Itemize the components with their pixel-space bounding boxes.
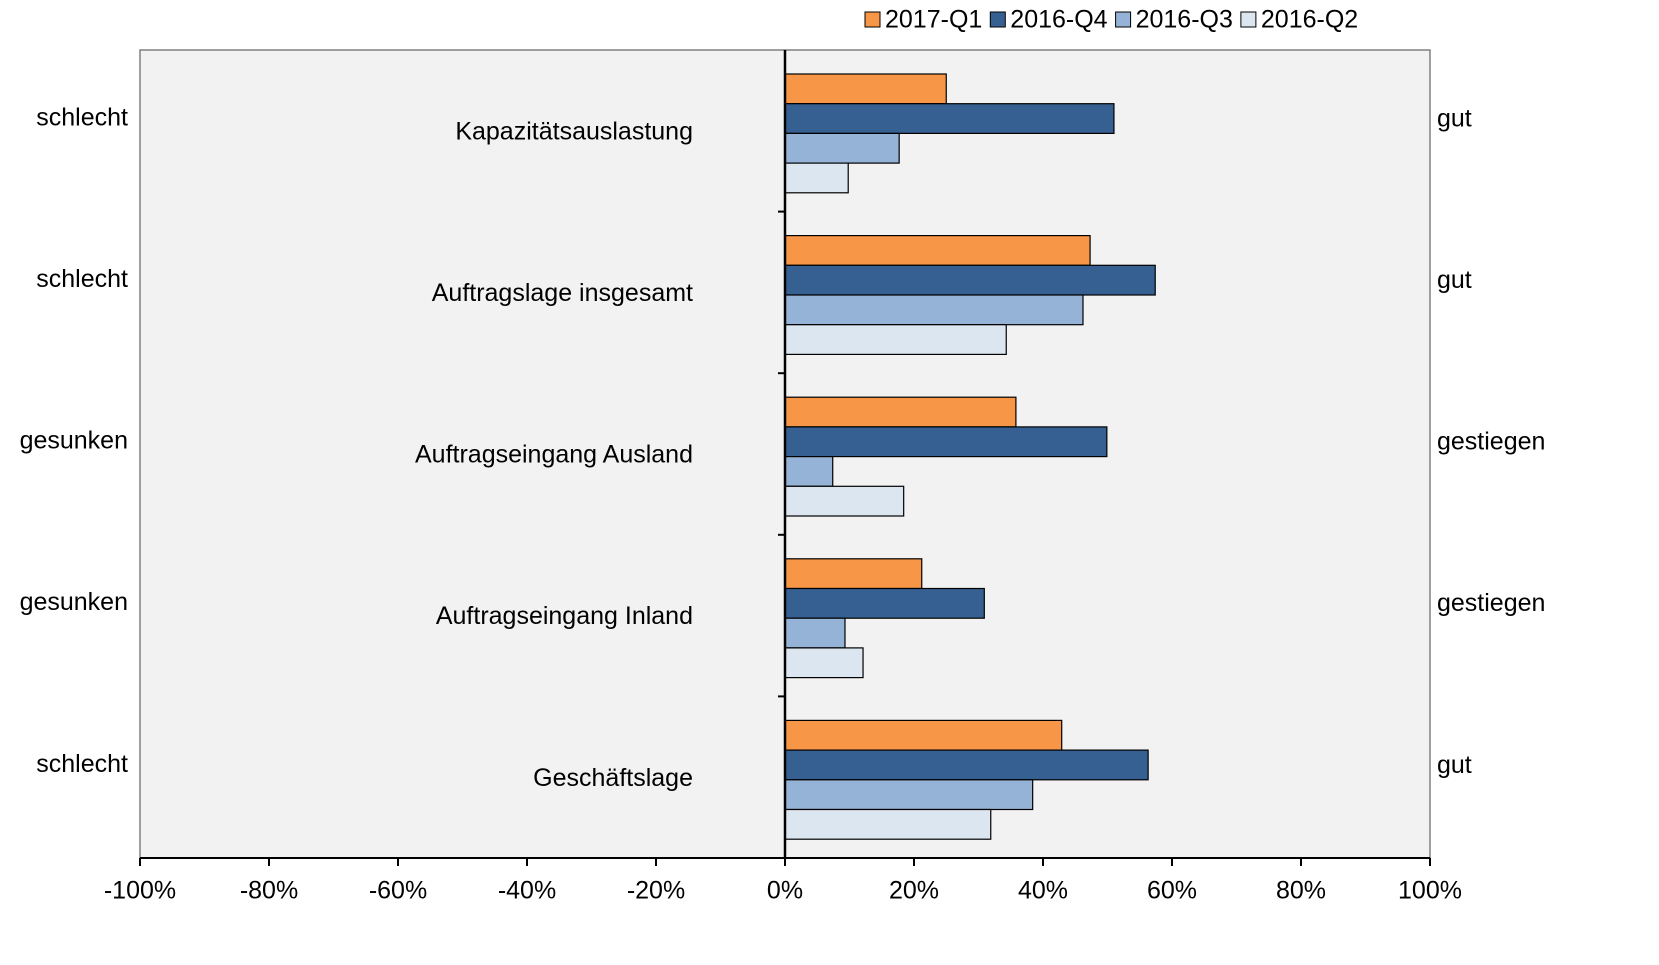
legend-label: 2016-Q2 [1261,6,1358,34]
bar [784,103,1115,134]
legend-label: 2016-Q3 [1136,6,1233,34]
left-label: schlecht [36,750,128,778]
right-label: gestiegen [1437,589,1545,617]
category-label: Auftragseingang Ausland [415,441,693,469]
bar [784,324,1007,356]
x-tick-label: 20% [889,877,939,905]
bar [784,749,1149,781]
bar [784,587,985,619]
legend-swatch [1240,11,1257,28]
left-label: schlecht [36,265,128,293]
bar [784,485,905,517]
left-label: gesunken [20,427,128,455]
left-label: schlecht [36,103,128,131]
bar [784,426,1108,458]
bar [784,396,1017,428]
x-tick-label: -20% [627,877,685,905]
bar [784,294,1084,326]
x-tick-label: -100% [104,877,176,905]
bar [784,719,1063,751]
bar [784,558,923,590]
right-label: gut [1437,266,1472,294]
legend-label: 2017-Q1 [885,6,982,34]
x-tick-label: -60% [369,877,427,905]
category-label: Auftragslage insgesamt [432,279,693,307]
bar [784,647,864,679]
bar [784,162,849,194]
bar [784,73,947,105]
right-label: gestiegen [1437,428,1545,456]
left-label: gesunken [20,588,128,616]
bar [784,808,992,840]
legend-swatch [989,11,1006,28]
right-label: gut [1437,104,1472,132]
category-label: Auftragseingang Inland [436,602,693,630]
x-tick-label: 40% [1018,877,1068,905]
x-tick-label: 0% [767,877,803,905]
legend-label: 2016-Q4 [1010,6,1107,34]
bar [784,264,1156,296]
legend-swatch [864,11,881,28]
category-label: Kapazitätsauslastung [455,117,693,145]
category-label: Geschäftslage [533,764,693,792]
x-tick-label: 80% [1276,877,1326,905]
right-label: gut [1437,751,1472,779]
x-tick-label: -40% [498,877,556,905]
x-tick-label: 60% [1147,877,1197,905]
x-tick-label: -80% [240,877,298,905]
bar [784,617,846,649]
bar [784,456,834,487]
bar [784,132,900,164]
bar [784,779,1034,811]
legend-swatch [1115,11,1132,28]
x-tick-label: 100% [1398,877,1462,905]
bar [784,235,1091,266]
